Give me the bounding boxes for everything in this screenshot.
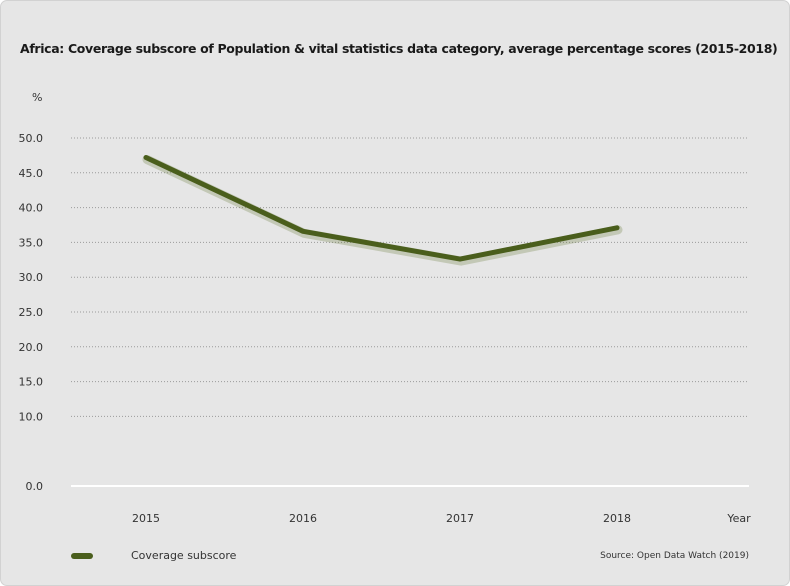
grid-lines	[71, 137, 749, 487]
y-tick-label: 30.0	[19, 271, 44, 284]
y-tick-label: 40.0	[19, 202, 44, 215]
y-axis-unit: %	[32, 91, 43, 104]
data-point	[302, 230, 304, 232]
x-tick-label: 2018	[603, 512, 631, 525]
y-tick-label: 45.0	[19, 167, 44, 180]
y-tick-label: 10.0	[19, 410, 44, 423]
y-tick-label: 50.0	[19, 132, 44, 145]
y-tick-label: 20.0	[19, 341, 44, 354]
y-tick-label: 15.0	[19, 376, 44, 389]
source-note: Source: Open Data Watch (2019)	[600, 551, 749, 561]
x-tick-label: 2017	[446, 512, 474, 525]
series-line-coverage-subscore	[143, 155, 620, 262]
y-tick-label: 35.0	[19, 236, 44, 249]
chart-title: Africa: Coverage subscore of Population …	[20, 41, 778, 56]
y-tick-label: 0.0	[26, 480, 44, 493]
series-lines	[142, 155, 623, 266]
x-tick-label: 2016	[289, 512, 317, 525]
y-axis-ticks: 0.0 10.0 15.0 20.0 25.0 30.0 35.0 40.0 45.0 50.0	[19, 132, 44, 493]
legend-label-coverage-subscore: Coverage subscore	[131, 549, 237, 562]
x-axis-ticks: 2015 2016 2017 2018 Year	[132, 512, 751, 525]
data-point	[459, 258, 461, 260]
x-axis-label: Year	[726, 512, 751, 525]
y-tick-label: 25.0	[19, 306, 44, 319]
x-tick-label: 2015	[132, 512, 160, 525]
legend-swatch-coverage-subscore	[71, 553, 93, 559]
data-point	[145, 157, 147, 158]
data-point	[616, 227, 618, 229]
